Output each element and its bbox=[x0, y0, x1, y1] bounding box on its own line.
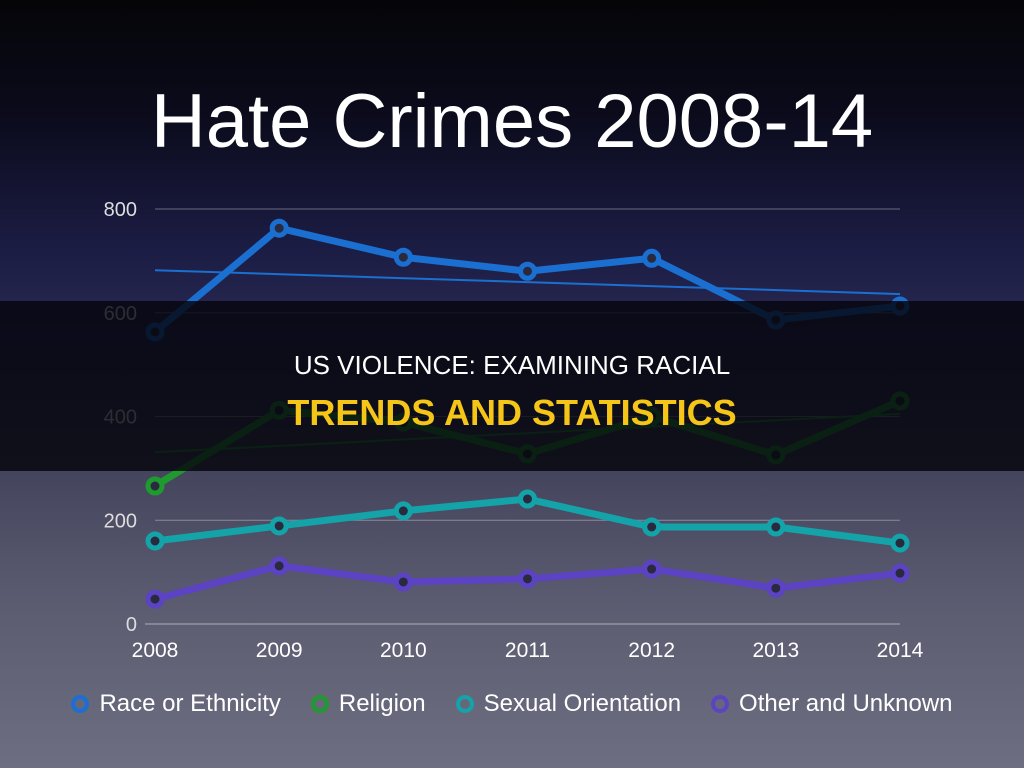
data-point-other-and-unknown bbox=[518, 569, 537, 589]
data-point-other-and-unknown bbox=[642, 559, 662, 579]
data-point-other-and-unknown bbox=[890, 563, 910, 583]
data-point-religion bbox=[145, 476, 165, 496]
banner-headline: US VIOLENCE: EXAMINING RACIAL bbox=[293, 350, 731, 380]
data-point-race-or-ethnicity bbox=[393, 247, 413, 267]
legend-label: Religion bbox=[338, 690, 426, 717]
trendline-race-or-ethnicity bbox=[154, 269, 901, 296]
x-tick-label: 2010 bbox=[380, 639, 427, 662]
x-tick-label: 2013 bbox=[752, 639, 799, 662]
x-tick-label: 2011 bbox=[505, 639, 550, 662]
y-tick-label: 800 bbox=[104, 199, 137, 221]
data-point-other-and-unknown bbox=[145, 589, 165, 609]
data-point-other-and-unknown bbox=[393, 572, 413, 592]
x-tick-label: 2014 bbox=[877, 639, 924, 662]
data-point-other-and-unknown bbox=[766, 578, 786, 598]
legend-marker-icon bbox=[71, 695, 90, 713]
data-point-sexual-orientation bbox=[145, 531, 165, 551]
legend-item: Other and Unknown bbox=[711, 690, 953, 718]
data-point-sexual-orientation bbox=[269, 516, 289, 536]
data-point-sexual-orientation bbox=[393, 501, 413, 521]
legend-label: Race or Ethnicity bbox=[99, 690, 281, 717]
data-point-sexual-orientation bbox=[518, 489, 537, 509]
data-point-race-or-ethnicity bbox=[518, 261, 537, 281]
legend-item: Religion bbox=[310, 690, 426, 718]
banner-subheadline: TRENDS AND STATISTICS bbox=[287, 392, 737, 433]
legend-item: Race or Ethnicity bbox=[71, 690, 281, 718]
data-point-race-or-ethnicity bbox=[642, 248, 662, 268]
legend-label: Sexual Orientation bbox=[483, 690, 682, 717]
data-point-race-or-ethnicity bbox=[269, 218, 289, 238]
x-tick-label: 2012 bbox=[628, 639, 675, 662]
y-tick-label: 0 bbox=[126, 614, 137, 636]
chart-title: Hate Crimes 2008-14 bbox=[150, 79, 874, 164]
legend-marker-icon bbox=[711, 695, 730, 713]
legend-marker-icon bbox=[455, 695, 474, 713]
legend-label: Other and Unknown bbox=[739, 690, 953, 717]
x-tick-label: 2008 bbox=[132, 639, 179, 662]
data-point-other-and-unknown bbox=[269, 556, 289, 576]
legend-item: Sexual Orientation bbox=[455, 690, 682, 718]
legend: Race or Ethnicity Religion Sexual Orientat… bbox=[0, 690, 1024, 718]
x-tick-label: 2009 bbox=[256, 639, 303, 662]
data-point-sexual-orientation bbox=[642, 517, 662, 537]
overlay-banner bbox=[0, 301, 1024, 471]
data-point-sexual-orientation bbox=[766, 517, 786, 537]
data-point-sexual-orientation bbox=[890, 533, 910, 553]
legend-marker-icon bbox=[310, 695, 329, 713]
y-tick-label: 200 bbox=[104, 510, 137, 532]
